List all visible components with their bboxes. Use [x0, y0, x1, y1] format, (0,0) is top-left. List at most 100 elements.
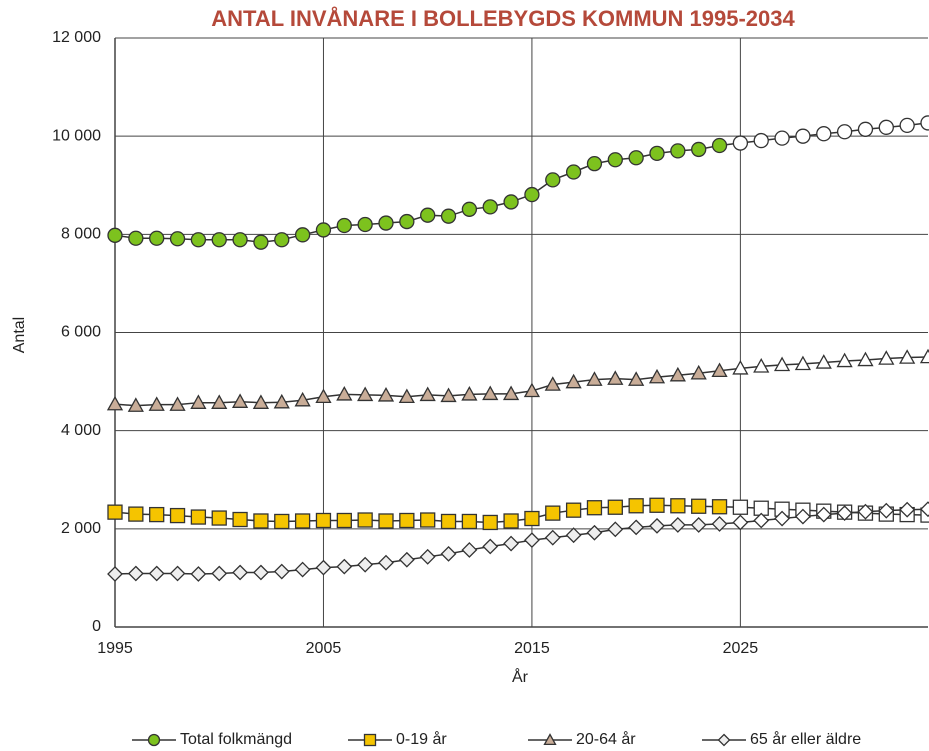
- marker: [294, 513, 311, 529]
- marker: [107, 504, 123, 520]
- marker: [732, 514, 749, 531]
- marker: [294, 227, 311, 243]
- marker: [628, 498, 644, 514]
- marker: [273, 563, 290, 580]
- marker: [315, 559, 332, 576]
- marker: [586, 156, 603, 172]
- legend-marker: [543, 733, 557, 746]
- marker: [565, 527, 582, 544]
- marker: [815, 354, 832, 369]
- marker: [628, 150, 644, 166]
- marker: [106, 395, 124, 411]
- marker: [753, 358, 770, 373]
- marker: [419, 548, 436, 565]
- marker: [649, 517, 665, 534]
- marker: [545, 505, 561, 521]
- marker: [503, 194, 519, 210]
- y-tick-label: 6 000: [61, 324, 101, 341]
- x-tick-label: 2015: [514, 640, 550, 657]
- legend-marker: [147, 733, 161, 747]
- marker: [440, 545, 457, 562]
- marker: [190, 566, 207, 582]
- legend-label: 65 år eller äldre: [750, 730, 861, 748]
- marker: [607, 152, 623, 168]
- marker: [586, 500, 603, 516]
- marker: [482, 385, 499, 401]
- x-tick-label: 2025: [723, 640, 759, 657]
- marker: [565, 164, 582, 180]
- marker: [315, 222, 332, 238]
- x-tick-label: 2005: [306, 640, 342, 657]
- legend-marker: [717, 733, 731, 747]
- marker: [857, 503, 874, 520]
- marker: [274, 232, 290, 248]
- marker: [899, 349, 916, 364]
- marker: [920, 501, 929, 518]
- marker: [878, 502, 895, 519]
- marker: [378, 554, 394, 571]
- marker: [232, 511, 248, 528]
- y-tick-label: 12 000: [52, 29, 101, 46]
- y-axis-label: Antal: [11, 317, 28, 353]
- marker: [274, 513, 290, 530]
- marker: [190, 394, 207, 409]
- marker: [691, 498, 707, 514]
- legend-marker: [363, 733, 377, 747]
- marker: [419, 386, 436, 402]
- y-tick-label: 0: [92, 618, 101, 635]
- marker: [420, 207, 436, 223]
- marker: [149, 506, 165, 523]
- marker: [127, 397, 144, 412]
- chart-title: ANTAL INVÅNARE I BOLLEBYGDS KOMMUN 1995-…: [211, 5, 795, 31]
- marker: [523, 382, 541, 398]
- marker: [398, 551, 415, 568]
- marker: [190, 509, 207, 525]
- marker: [461, 201, 478, 217]
- marker: [669, 516, 686, 533]
- marker: [544, 529, 561, 546]
- marker: [169, 396, 186, 411]
- marker: [711, 499, 728, 515]
- marker: [503, 513, 519, 529]
- marker: [315, 388, 332, 404]
- marker: [586, 371, 603, 386]
- marker: [669, 366, 686, 382]
- marker: [524, 532, 540, 549]
- marker: [357, 216, 373, 233]
- marker: [753, 132, 769, 149]
- marker: [565, 373, 582, 389]
- marker: [607, 521, 624, 538]
- legend-label: Total folkmängd: [180, 731, 292, 748]
- x-tick-label: 1995: [97, 640, 133, 657]
- marker: [795, 128, 811, 144]
- marker: [482, 514, 498, 531]
- marker: [899, 117, 915, 134]
- marker: [836, 124, 853, 140]
- marker: [232, 564, 248, 581]
- y-tick-label: 10 000: [52, 127, 101, 144]
- marker: [649, 497, 665, 513]
- marker: [211, 510, 227, 526]
- marker: [565, 502, 582, 518]
- marker: [231, 393, 249, 408]
- marker: [524, 186, 540, 203]
- marker: [420, 512, 436, 528]
- x-axis-label: År: [512, 667, 529, 686]
- marker: [336, 217, 352, 234]
- marker: [357, 556, 374, 573]
- marker: [732, 499, 749, 515]
- marker: [690, 516, 707, 533]
- marker: [294, 391, 311, 407]
- marker: [774, 130, 790, 146]
- y-tick-label: 8 000: [61, 226, 101, 243]
- marker: [878, 350, 895, 365]
- marker: [169, 565, 186, 582]
- marker: [732, 135, 749, 151]
- marker: [628, 371, 645, 386]
- marker: [670, 143, 686, 159]
- marker: [190, 232, 207, 248]
- marker: [252, 394, 270, 409]
- marker: [211, 394, 228, 409]
- series-line: [114, 122, 929, 243]
